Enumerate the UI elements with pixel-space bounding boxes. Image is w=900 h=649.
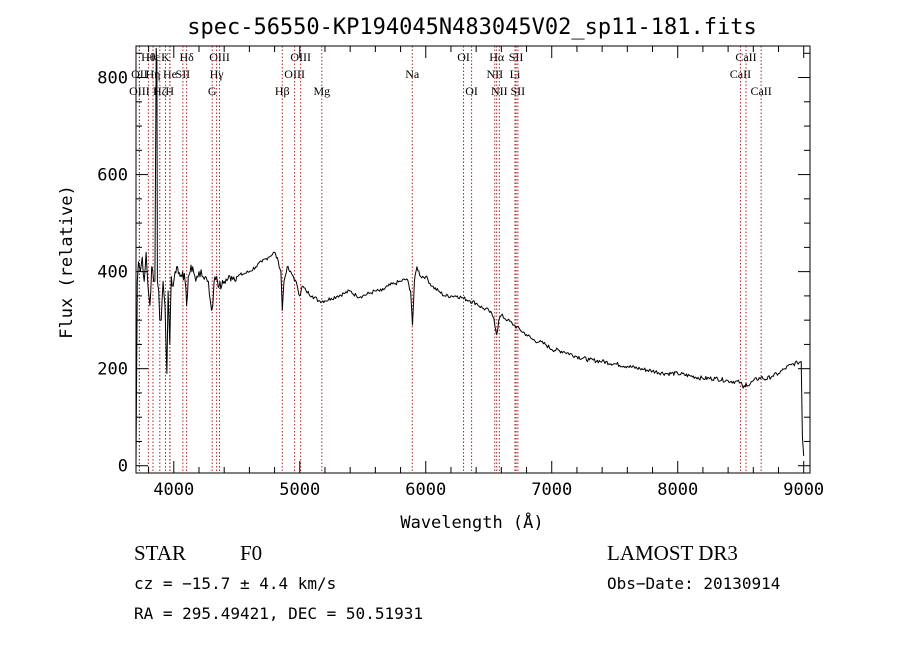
y-tick-label-3: 600 xyxy=(97,166,128,186)
marker-label-15: OIII xyxy=(284,67,305,81)
marker-label-17: Mg xyxy=(313,84,330,98)
object-class: STAR xyxy=(134,541,186,565)
y-tick-label-4: 800 xyxy=(97,69,128,89)
marker-label-18: Na xyxy=(405,67,420,81)
marker-label-23: NII xyxy=(491,84,508,98)
y-axis-label: Flux (relative) xyxy=(57,185,77,339)
x-tick-label-0: 4000 xyxy=(153,480,194,500)
marker-label-14: OIII xyxy=(290,50,311,64)
y-tick-label-0: 0 xyxy=(118,457,128,477)
marker-label-11: OIII xyxy=(209,50,230,64)
survey-name: LAMOST DR3 xyxy=(607,541,738,565)
marker-label-4: Hη xyxy=(146,67,161,81)
x-tick-label-4: 8000 xyxy=(657,480,698,500)
marker-label-6: K xyxy=(161,50,170,64)
x-tick-label-5: 9000 xyxy=(783,480,824,500)
y-tick-label-2: 400 xyxy=(97,263,128,283)
marker-label-2: OIII xyxy=(129,84,150,98)
x-axis-label: Wavelength (Å) xyxy=(400,511,543,533)
x-tick-label-2: 6000 xyxy=(405,480,446,500)
marker-label-28: CaII xyxy=(730,67,751,81)
marker-label-19: OI xyxy=(457,50,470,64)
marker-label-12: Hγ xyxy=(210,67,225,81)
chart-title: spec-56550-KP194045N483045V02_sp11-181.f… xyxy=(187,15,757,40)
x-tick-label-1: 5000 xyxy=(279,480,320,500)
marker-label-13: G xyxy=(208,84,217,98)
object-subclass: F0 xyxy=(240,541,262,565)
marker-label-25: Li xyxy=(510,67,521,81)
marker-label-26: SII xyxy=(511,84,526,98)
marker-label-29: CaII xyxy=(750,84,771,98)
marker-label-0: Hθ xyxy=(141,50,156,64)
series-layer xyxy=(135,47,805,466)
x-tick-label-3: 7000 xyxy=(531,480,572,500)
ra-dec-coordinates: RA = 295.49421, DEC = 50.51931 xyxy=(134,604,423,623)
marker-label-20: OI xyxy=(465,84,478,98)
series-line-flux xyxy=(135,47,805,466)
marker-label-10: SII xyxy=(176,67,191,81)
observation-date: Obs−Date: 20130914 xyxy=(607,574,780,593)
redshift-velocity: cz = −15.7 ± 4.4 km/s xyxy=(134,574,336,593)
marker-label-22: NII xyxy=(486,67,503,81)
marker-label-9: Hδ xyxy=(179,50,194,64)
marker-label-24: SII xyxy=(509,50,524,64)
marker-label-27: CaII xyxy=(735,50,756,64)
plot-frame xyxy=(135,45,811,474)
line-markers: HθOIIOIIIHεHηHζKHeHHδSIIOIIIHγGOIIIOIIIH… xyxy=(129,46,772,473)
marker-label-8: H xyxy=(165,84,174,98)
axes: 4000 5000 6000 7000 8000 9000 0 200 400 600 800 xyxy=(97,45,824,500)
marker-label-21: Hα xyxy=(489,50,505,64)
y-tick-label-1: 200 xyxy=(97,360,128,380)
marker-label-16: Hβ xyxy=(275,84,290,98)
